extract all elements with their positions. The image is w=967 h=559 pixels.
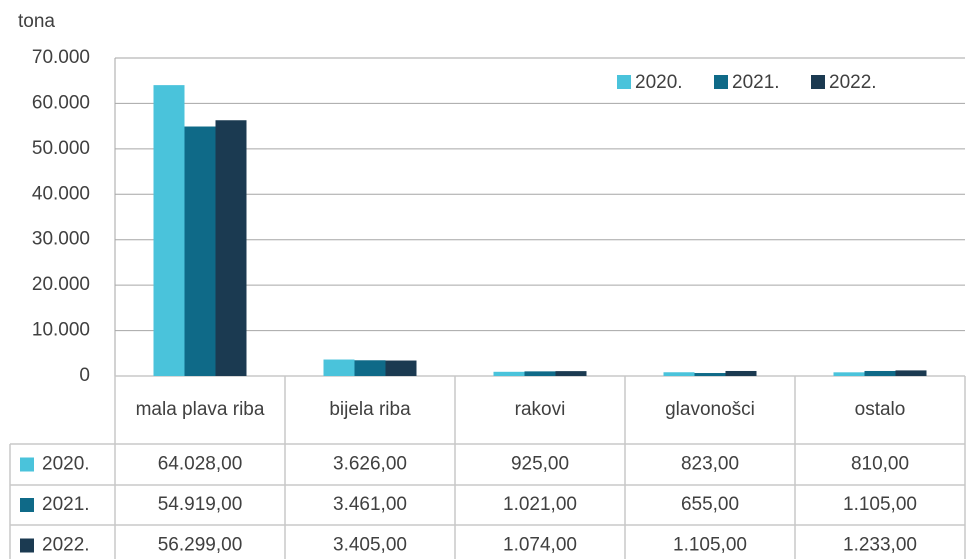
legend-key	[20, 498, 34, 512]
x-tick-label: bijela riba	[329, 399, 411, 420]
bar	[184, 126, 216, 376]
legend-key	[714, 75, 728, 89]
x-tick-label: mala plava riba	[135, 399, 265, 420]
bar	[555, 371, 587, 376]
table-cell: 54.919,00	[158, 494, 243, 515]
y-tick-label: 30.000	[32, 229, 90, 250]
table-cell: 3.461,00	[333, 494, 407, 515]
table-cell: 1.105,00	[673, 535, 747, 556]
legend-label: 2020.	[635, 72, 683, 93]
bar	[694, 373, 726, 376]
table-cell: 655,00	[681, 494, 739, 515]
y-tick-label: 20.000	[32, 274, 90, 295]
bar	[833, 372, 865, 376]
row-label: 2020.	[42, 454, 90, 475]
y-tick-label: 70.000	[32, 47, 90, 68]
table-cell: 64.028,00	[158, 454, 243, 475]
bar	[864, 370, 896, 376]
legend-key	[617, 75, 631, 89]
table-cell: 1.233,00	[843, 535, 917, 556]
x-tick-label: glavonošci	[665, 399, 755, 420]
bar	[725, 370, 757, 376]
table-cell: 823,00	[681, 454, 739, 475]
table-cell: 3.405,00	[333, 535, 407, 556]
table-cell: 810,00	[851, 454, 909, 475]
bar	[663, 372, 695, 376]
legend-label: 2021.	[732, 72, 780, 93]
x-tick-label: ostalo	[854, 399, 906, 420]
bar	[323, 359, 355, 376]
table-cell: 1.105,00	[843, 494, 917, 515]
bar	[895, 370, 927, 376]
table-cell: 1.074,00	[503, 535, 577, 556]
y-tick-label: 60.000	[32, 92, 90, 113]
bar	[385, 360, 417, 376]
legend-key	[20, 538, 34, 553]
y-tick-label: 10.000	[32, 320, 90, 341]
bar	[153, 85, 185, 376]
row-label: 2022.	[42, 535, 90, 556]
row-label: 2021.	[42, 494, 90, 515]
table-cell: 925,00	[511, 454, 569, 475]
legend-key	[811, 75, 825, 89]
bar	[215, 120, 247, 376]
bar	[524, 371, 556, 376]
y-tick-label: 0	[79, 365, 90, 386]
y-axis-label: tona	[18, 11, 55, 32]
y-tick-label: 40.000	[32, 183, 90, 204]
table-cell: 56.299,00	[158, 535, 243, 556]
legend-key	[20, 457, 34, 472]
y-tick-label: 50.000	[32, 138, 90, 159]
bar	[493, 371, 525, 376]
x-tick-label: rakovi	[514, 399, 566, 420]
legend-label: 2022.	[829, 72, 877, 93]
table-cell: 1.021,00	[503, 494, 577, 515]
table-cell: 3.626,00	[333, 454, 407, 475]
bar	[354, 360, 386, 376]
